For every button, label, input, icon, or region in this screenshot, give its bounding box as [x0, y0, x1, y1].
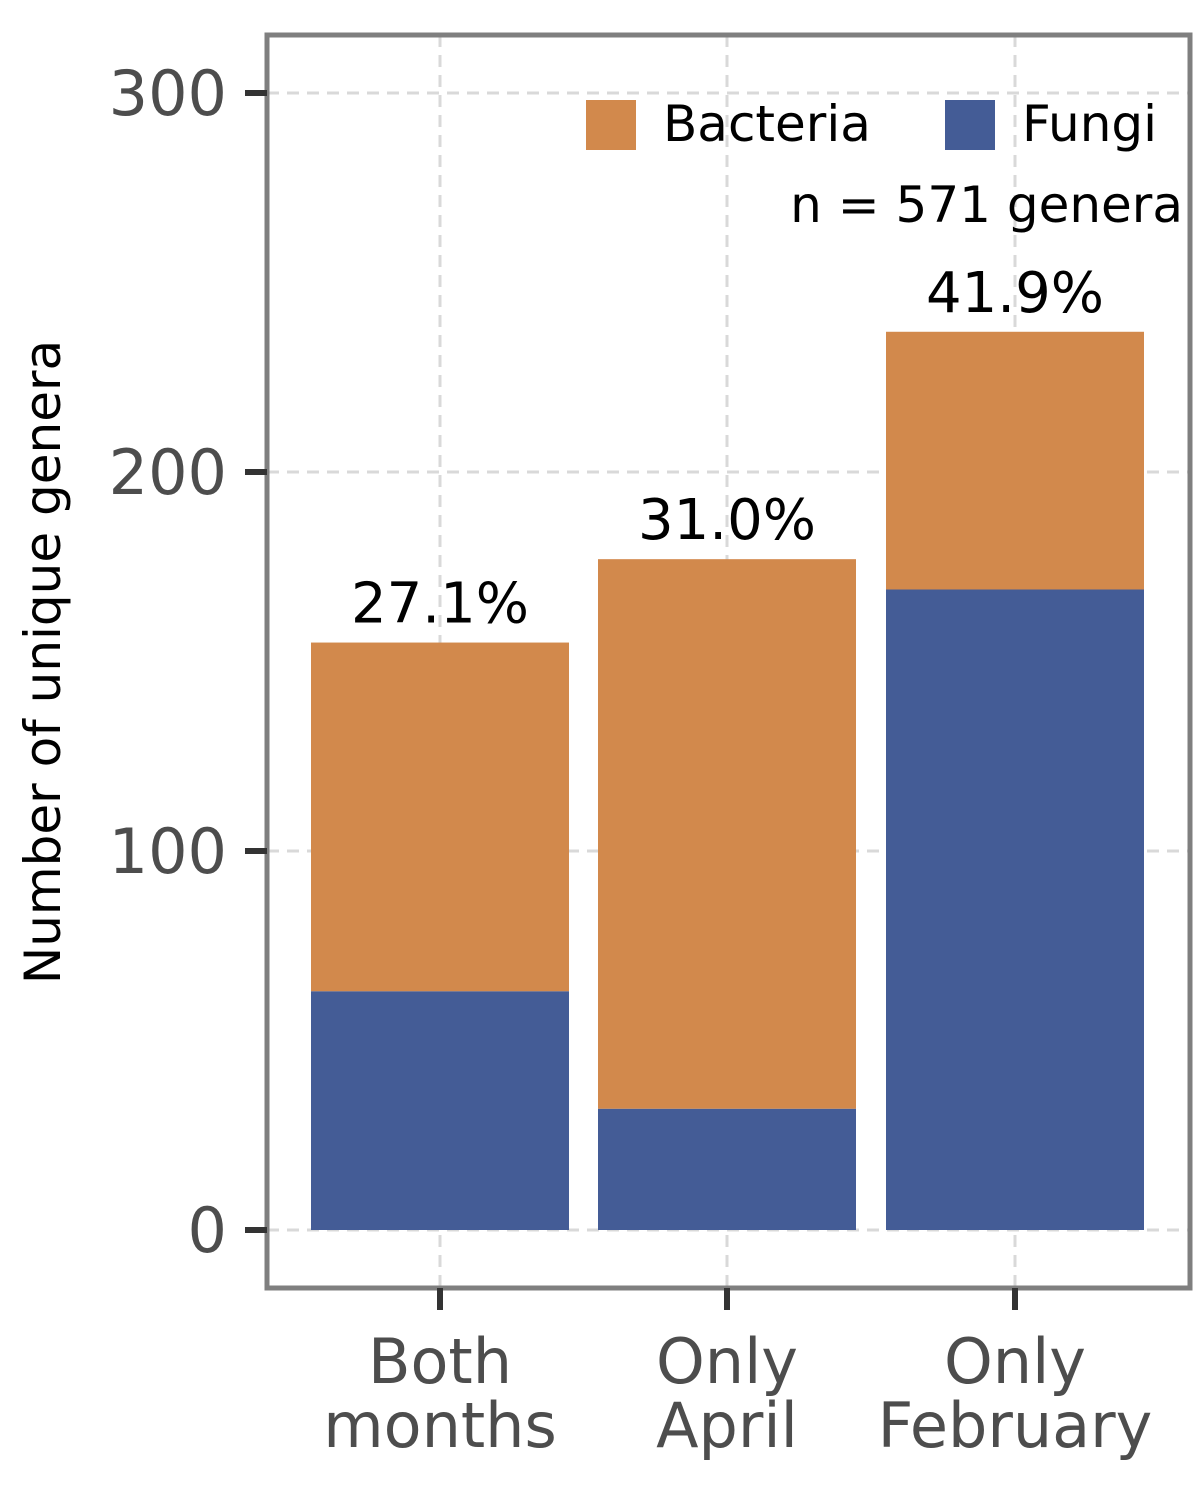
y-tick-label-200: 200 [109, 436, 227, 509]
x-tick-label-0-line-0: Both [368, 1325, 512, 1398]
legend-swatch-fungi [945, 100, 995, 150]
x-tick-label-1-line-1: April [656, 1389, 798, 1462]
y-axis: 0 100 200 300 [109, 57, 267, 1267]
legend: Bacteria Fungi [586, 95, 1157, 153]
y-tick-label-100: 100 [109, 815, 227, 888]
x-tick-label-0-line-1: months [323, 1389, 557, 1462]
y-tick-label-300: 300 [109, 57, 227, 130]
bar-bacteria-2 [886, 331, 1144, 590]
y-tick-label-0: 0 [188, 1194, 227, 1267]
y-axis-title: Number of unique genera [14, 340, 72, 984]
bar-fungi-1 [598, 1108, 856, 1230]
bar-bacteria-0 [311, 642, 569, 992]
x-tick-label-2-line-1: February [878, 1389, 1153, 1462]
data-label-2: 41.9% [926, 261, 1104, 326]
legend-label-fungi: Fungi [1022, 95, 1157, 153]
x-tick-label-2-line-0: Only [944, 1325, 1086, 1398]
legend-label-bacteria: Bacteria [663, 95, 871, 153]
legend-swatch-bacteria [586, 100, 636, 150]
data-label-1: 31.0% [638, 488, 816, 553]
bar-bacteria-1 [598, 559, 856, 1109]
bar-fungi-0 [311, 991, 569, 1230]
sample-size-annotation: n = 571 genera [790, 176, 1183, 234]
bar-fungi-2 [886, 589, 1144, 1230]
data-labels: 27.1% 31.0% 41.9% [351, 261, 1104, 637]
data-label-0: 27.1% [351, 572, 529, 637]
bars [311, 331, 1144, 1230]
x-tick-label-1-line-0: Only [656, 1325, 798, 1398]
